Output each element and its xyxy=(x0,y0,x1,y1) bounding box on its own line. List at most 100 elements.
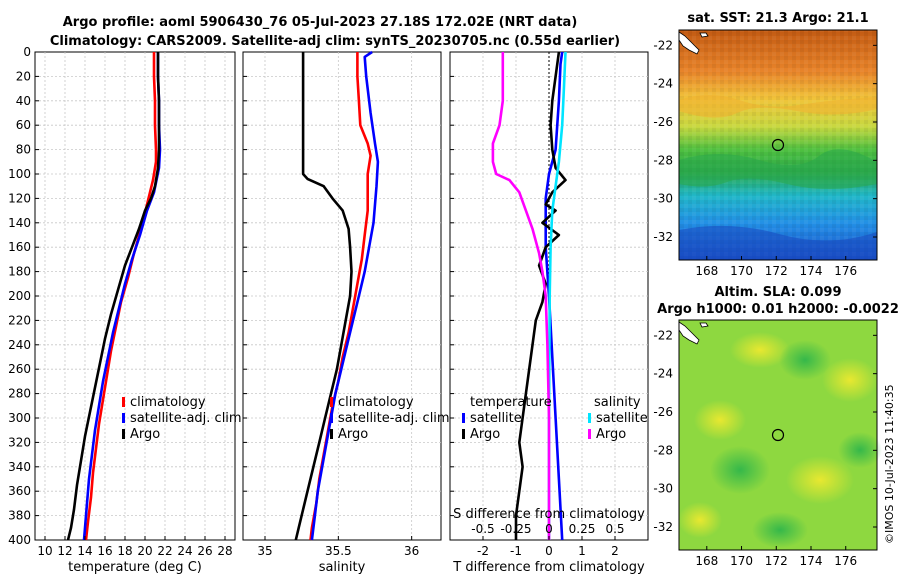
y-tick-label: 240 xyxy=(8,338,31,352)
temperature-legend: climatology satellite-adj. clim Argo xyxy=(122,395,242,442)
sla-blob xyxy=(678,502,722,538)
difference-xlabel: T difference from climatology xyxy=(452,560,645,575)
temperature-panel: 10 12 14 16 18 20 22 24 26 28 temperature (deg C)… xyxy=(34,51,242,575)
legend-swatch-argo xyxy=(122,429,125,439)
title-line-2: Climatology: CARS2009. Satellite-adj cli… xyxy=(50,34,620,49)
difference-xlabel-top: S difference from climatology xyxy=(453,507,645,522)
map-x-tick-label: 168 xyxy=(695,554,718,568)
map-x-tick-label: 174 xyxy=(800,264,823,278)
map-x-tick-label: 172 xyxy=(765,264,788,278)
sla-blob xyxy=(694,400,746,440)
x-tick-label: 35 xyxy=(257,544,272,558)
series-line-argo xyxy=(294,52,353,541)
sla-blob xyxy=(838,432,882,468)
x-tick-label: -1 xyxy=(510,544,522,558)
series-line-salinity-argo xyxy=(491,52,551,540)
island-outline-icon xyxy=(699,322,709,328)
x-tick-label: 0 xyxy=(545,544,553,558)
legend-label-temp-argo: Argo xyxy=(470,427,500,442)
map-y-tick-label: -26 xyxy=(653,115,673,129)
sla-blob xyxy=(822,358,878,402)
salinity-legend: climatology satellite-adj. clim Argo xyxy=(330,395,450,442)
salinity-panel: 35 35.5 36 salinity climatology satellite-… xyxy=(242,50,450,575)
depth-axis-labels: 0 20 40 60 80 100 120 140 160 180 200 220 240 260 280 3… xyxy=(8,45,454,547)
legend-label-climatology: climatology xyxy=(130,395,206,410)
y-tick-label: 360 xyxy=(8,484,31,498)
sla-map-title-1: Altim. SLA: 0.099 xyxy=(715,285,842,300)
legend-label-argo: Argo xyxy=(130,427,160,442)
sla-blob xyxy=(786,456,854,504)
x-tick-label: 26 xyxy=(197,544,212,558)
legend-title-salinity: salinity xyxy=(594,395,641,410)
sst-texture xyxy=(679,30,877,260)
x-tick-label: 20 xyxy=(137,544,152,558)
top-tick-label: 0.25 xyxy=(569,522,596,536)
legend-swatch-temp-argo xyxy=(462,429,465,439)
y-tick-label: 320 xyxy=(8,435,31,449)
map-x-tick-label: 168 xyxy=(695,264,718,278)
x-tick-label: 18 xyxy=(117,544,132,558)
x-tick-label: 2 xyxy=(611,544,619,558)
y-tick-label: 100 xyxy=(8,167,31,181)
y-tick-label: 40 xyxy=(16,94,31,108)
y-tick-label: 220 xyxy=(8,313,31,327)
map-y-tick-label: -24 xyxy=(653,367,673,381)
y-tick-label: 260 xyxy=(8,362,31,376)
x-tick-label: 1 xyxy=(578,544,586,558)
legend-swatch-satellite xyxy=(330,413,333,423)
y-tick-label: 20 xyxy=(16,69,31,83)
legend-swatch-sal-satellite xyxy=(588,413,591,423)
y-tick-label: 60 xyxy=(16,118,31,132)
legend-swatch-temp-satellite xyxy=(462,413,465,423)
x-tick-label: 22 xyxy=(157,544,172,558)
map-y-tick-label: -26 xyxy=(653,405,673,419)
top-tick-label: 0 xyxy=(545,522,553,536)
sst-map-frame xyxy=(678,29,878,261)
series-line-temperature-satellite xyxy=(544,51,564,541)
legend-title-temperature: temperature xyxy=(470,395,552,410)
x-tick-label: 12 xyxy=(57,544,72,558)
legend-label-argo: Argo xyxy=(338,427,368,442)
map-y-tick-label: -32 xyxy=(653,230,673,244)
sla-blob xyxy=(779,340,831,380)
y-tick-label: 200 xyxy=(8,289,31,303)
sst-map-title: sat. SST: 21.3 Argo: 21.1 xyxy=(687,11,868,26)
map-x-tick-label: 176 xyxy=(834,554,857,568)
y-tick-label: 120 xyxy=(8,191,31,205)
map-y-tick-label: -28 xyxy=(653,443,673,457)
y-tick-label: 340 xyxy=(8,460,31,474)
salinity-xlabel: salinity xyxy=(319,560,366,575)
argo-location-marker xyxy=(771,138,785,152)
x-tick-label: 10 xyxy=(37,544,52,558)
y-tick-label: 380 xyxy=(8,509,31,523)
sst-map: sat. SST: 21.3 Argo: 21.1 168 170 172 174 17… xyxy=(653,11,878,278)
sla-map-frame xyxy=(678,319,878,551)
map-x-tick-label: 174 xyxy=(800,554,823,568)
y-tick-label: 80 xyxy=(16,143,31,157)
x-tick-label: 14 xyxy=(77,544,92,558)
map-y-tick-label: -30 xyxy=(653,192,673,206)
map-y-tick-label: -22 xyxy=(653,328,673,342)
legend-swatch-argo xyxy=(330,429,333,439)
map-y-tick-label: -32 xyxy=(653,520,673,534)
map-y-tick-label: -28 xyxy=(653,153,673,167)
map-y-tick-label: -30 xyxy=(653,482,673,496)
x-tick-label: 36 xyxy=(404,544,419,558)
legend-swatch-climatology xyxy=(122,397,125,407)
map-x-tick-label: 170 xyxy=(730,554,753,568)
legend-swatch-satellite xyxy=(122,413,125,423)
map-y-tick-label: -24 xyxy=(653,77,673,91)
legend-label-satellite: satellite-adj. clim xyxy=(338,411,450,426)
map-x-tick-label: 176 xyxy=(834,264,857,278)
top-tick-label: -0.25 xyxy=(500,522,531,536)
y-tick-label: 0 xyxy=(23,45,31,59)
sst-warm-band xyxy=(679,95,877,118)
island-outline-icon xyxy=(678,321,700,345)
y-tick-label: 140 xyxy=(8,216,31,230)
legend-label-sal-argo: Argo xyxy=(596,427,626,442)
y-tick-label: 300 xyxy=(8,411,31,425)
x-tick-label: 16 xyxy=(97,544,112,558)
map-x-tick-label: 172 xyxy=(765,554,788,568)
difference-legend: temperature satellite Argo salinity sate… xyxy=(462,395,648,442)
x-tick-label: 24 xyxy=(177,544,192,558)
